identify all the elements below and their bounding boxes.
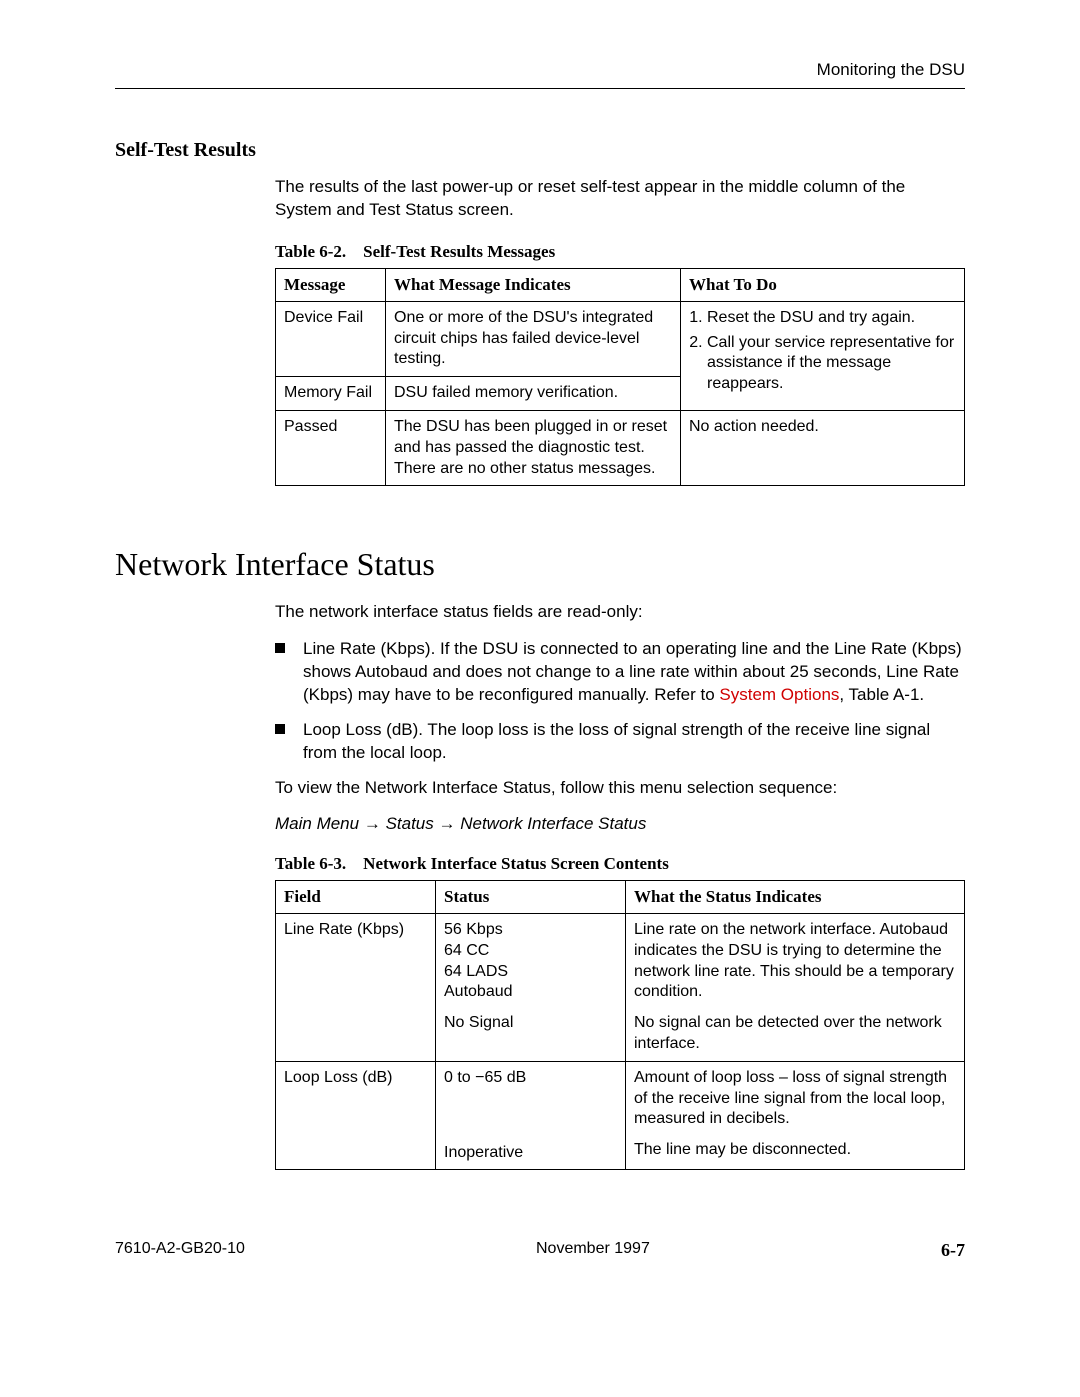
t62-r2-ind: DSU failed memory verification. <box>386 377 681 411</box>
page-footer: 7610-A2-GB20-10 November 1997 6-7 <box>115 1240 965 1261</box>
footer-date: November 1997 <box>536 1240 650 1261</box>
table-6-3: Field Status What the Status Indicates L… <box>275 880 965 1170</box>
t63-r1-status: 56 Kbps 64 CC 64 LADS Autobaud No Signal <box>436 914 626 1062</box>
t63-r2-ind2: The line may be disconnected. <box>634 1140 956 1161</box>
t63-r1-status2: No Signal <box>444 1013 617 1034</box>
self-test-intro: The results of the last power-up or rese… <box>275 176 965 222</box>
t62-action-2: Call your service representative for ass… <box>707 333 956 395</box>
section-title-network-interface: Network Interface Status <box>115 546 965 583</box>
t63-r2-ind: Amount of loop loss – loss of signal str… <box>626 1061 965 1170</box>
t62-col-message: Message <box>276 268 386 301</box>
menu-path: Main Menu → Status → Network Interface S… <box>275 814 965 834</box>
t63-r2-status1: 0 to −65 dB <box>444 1068 617 1089</box>
t62-r1-msg: Device Fail <box>276 301 386 376</box>
bullet-1-post: , Table A-1. <box>839 685 924 704</box>
t62-r1-ind: One or more of the DSU's integrated circ… <box>386 301 681 376</box>
header-rule <box>115 88 965 89</box>
table-6-3-label: Table 6-3. <box>275 854 346 873</box>
bullet-item: Loop Loss (dB). The loop loss is the los… <box>275 719 965 765</box>
menu-path-seg-2: Status <box>386 814 439 833</box>
running-header: Monitoring the DSU <box>115 60 965 80</box>
view-instruction: To view the Network Interface Status, fo… <box>275 777 965 800</box>
menu-path-seg-3: Network Interface Status <box>460 814 646 833</box>
section-title-self-test: Self-Test Results <box>115 139 965 162</box>
table-6-3-caption: Table 6-3. Network Interface Status Scre… <box>275 854 965 874</box>
t62-action-1: Reset the DSU and try again. <box>707 308 956 329</box>
square-bullet-icon <box>275 724 285 734</box>
table-6-3-title: Network Interface Status Screen Contents <box>363 854 669 873</box>
t62-r3-action: No action needed. <box>681 411 965 486</box>
t62-r3-ind: The DSU has been plugged in or reset and… <box>386 411 681 486</box>
table-6-2-caption: Table 6-2. Self-Test Results Messages <box>275 242 965 262</box>
bullet-2-text: Loop Loss (dB). The loop loss is the los… <box>303 719 965 765</box>
arrow-icon: → <box>364 814 381 833</box>
table-row: Line Rate (Kbps) 56 Kbps 64 CC 64 LADS A… <box>276 914 965 1062</box>
system-options-link[interactable]: System Options <box>719 685 839 704</box>
t63-r1-status1: 56 Kbps 64 CC 64 LADS Autobaud <box>444 920 617 1003</box>
t63-r2-status: 0 to −65 dB Inoperative <box>436 1061 626 1170</box>
t63-col-indicates: What the Status Indicates <box>626 881 965 914</box>
t63-r2-field: Loop Loss (dB) <box>276 1061 436 1170</box>
nis-intro: The network interface status fields are … <box>275 601 965 624</box>
table-6-2-title: Self-Test Results Messages <box>363 242 555 261</box>
t62-r2-msg: Memory Fail <box>276 377 386 411</box>
t63-r2-status2: Inoperative <box>444 1143 617 1164</box>
t63-r1-field: Line Rate (Kbps) <box>276 914 436 1062</box>
bullet-item: Line Rate (Kbps). If the DSU is connecte… <box>275 638 965 707</box>
t63-r1-ind2: No signal can be detected over the netwo… <box>634 1013 956 1055</box>
t62-col-todo: What To Do <box>681 268 965 301</box>
square-bullet-icon <box>275 643 285 653</box>
table-row: Device Fail One or more of the DSU's int… <box>276 301 965 376</box>
t63-r1-ind: Line rate on the network interface. Auto… <box>626 914 965 1062</box>
arrow-icon: → <box>438 814 455 833</box>
t63-r1-ind1: Line rate on the network interface. Auto… <box>634 920 956 1003</box>
t62-shared-action: Reset the DSU and try again. Call your s… <box>681 301 965 410</box>
t63-col-status: Status <box>436 881 626 914</box>
table-row: Loop Loss (dB) 0 to −65 dB Inoperative A… <box>276 1061 965 1170</box>
t63-r2-ind1: Amount of loop loss – loss of signal str… <box>634 1068 956 1130</box>
t63-col-field: Field <box>276 881 436 914</box>
table-6-2: Message What Message Indicates What To D… <box>275 268 965 487</box>
table-6-2-label: Table 6-2. <box>275 242 346 261</box>
bullet-1-text: Line Rate (Kbps). If the DSU is connecte… <box>303 638 965 707</box>
table-row: Passed The DSU has been plugged in or re… <box>276 411 965 486</box>
footer-page-number: 6-7 <box>941 1240 965 1261</box>
footer-doc-id: 7610-A2-GB20-10 <box>115 1240 245 1261</box>
t62-r3-msg: Passed <box>276 411 386 486</box>
menu-path-seg-1: Main Menu <box>275 814 364 833</box>
t62-col-indicates: What Message Indicates <box>386 268 681 301</box>
